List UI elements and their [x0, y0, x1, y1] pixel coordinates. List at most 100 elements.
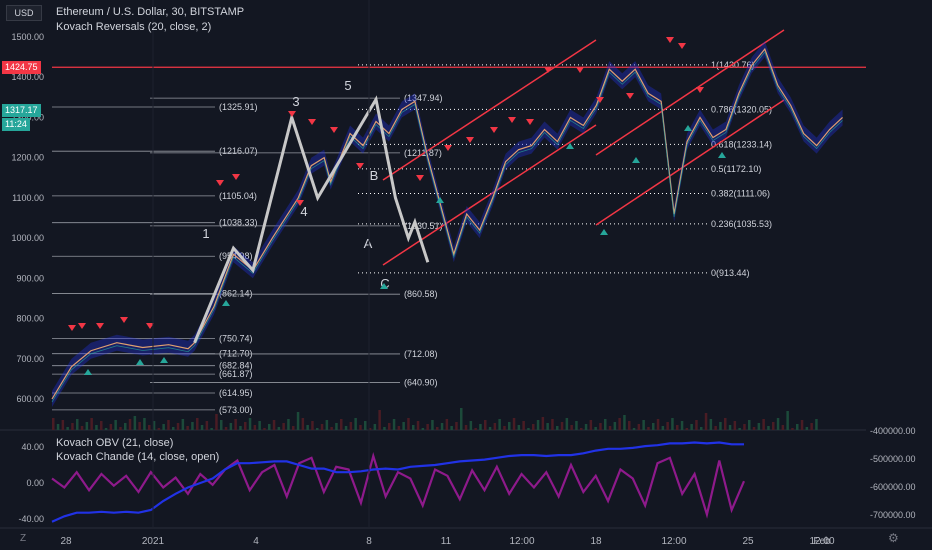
- y-tick-label-7: 800.00: [16, 314, 44, 324]
- volume-bar-149: [767, 426, 770, 430]
- volume-bar-42: [253, 425, 257, 430]
- volume-bar-25: [172, 427, 175, 430]
- volume-bar-97: [517, 425, 521, 430]
- x-tick-label-4: 11: [441, 536, 452, 547]
- volume-bar-144: [743, 424, 746, 430]
- volume-bar-121: [632, 428, 636, 430]
- volume-bar-112: [589, 420, 593, 430]
- currency-badge[interactable]: USD: [6, 5, 42, 21]
- reversal-down-13: [444, 145, 452, 151]
- volume-bar-135: [700, 427, 703, 430]
- timezone-icon[interactable]: Z: [20, 533, 27, 544]
- volume-bar-98: [522, 421, 525, 430]
- reversal-up-9: [684, 125, 692, 131]
- volume-bar-64: [359, 425, 362, 430]
- volume-bar-146: [752, 427, 756, 430]
- y-tick-label-6: 900.00: [16, 273, 44, 283]
- volume-bar-102: [541, 417, 545, 430]
- x-tick-label-6: 18: [590, 536, 602, 547]
- volume-bar-132: [685, 428, 689, 430]
- volume-bar-122: [637, 424, 641, 430]
- fib-label-4: 0.382(1111.06): [711, 188, 770, 198]
- volume-bar-111: [584, 424, 588, 430]
- volume-bar-73: [402, 422, 405, 430]
- volume-bar-20: [148, 425, 151, 430]
- reversal-up-3: [222, 300, 230, 306]
- volume-bar-57: [325, 420, 329, 430]
- volume-bar-157: [805, 427, 809, 430]
- reversal-up-2: [160, 357, 168, 363]
- fib-label-1: 0.786(1320.05): [711, 104, 772, 114]
- x-tick-label-8: 25: [742, 536, 754, 547]
- level-label-0: (1347.94): [404, 93, 443, 103]
- reversal-up-6: [566, 143, 574, 149]
- level-label-16: (614.95): [219, 388, 253, 398]
- volume-bar-26: [176, 423, 180, 430]
- channel-line-2: [595, 99, 785, 226]
- wave-label-5: A: [364, 236, 373, 251]
- volume-bar-2: [61, 420, 65, 430]
- volume-bar-33: [210, 428, 213, 430]
- y-tick-label-3: 1200.00: [11, 153, 44, 163]
- reversal-up-5: [436, 197, 444, 203]
- volume-bar-48: [282, 423, 285, 430]
- reversal-down-21: [626, 93, 634, 99]
- volume-bar-147: [757, 423, 761, 430]
- volume-bar-91: [488, 427, 492, 430]
- sub-right-tick-2: -600000.00: [870, 482, 916, 492]
- y-tick-label-2: 1300.00: [11, 112, 44, 122]
- price-band: [52, 41, 843, 408]
- x-tick-label-1: 2021: [142, 536, 165, 547]
- reversal-up-1: [136, 359, 144, 365]
- fib-label-5: 0.236(1035.53): [711, 219, 772, 229]
- volume-bar-55: [316, 428, 319, 430]
- volume-bar-1: [56, 424, 60, 430]
- volume-bar-139: [719, 422, 722, 430]
- reversal-down-12: [416, 175, 424, 181]
- reversal-down-5: [216, 180, 224, 186]
- volume-bar-76: [416, 421, 420, 430]
- volume-bar-117: [613, 422, 617, 430]
- volume-bar-143: [738, 428, 741, 430]
- reversal-down-10: [330, 127, 338, 133]
- volume-bar-9: [95, 425, 98, 430]
- volume-bar-131: [680, 421, 684, 430]
- volume-bar-86: [464, 425, 468, 430]
- volume-bar-43: [258, 421, 261, 430]
- volume-bar-16: [128, 419, 132, 430]
- volume-bar-80: [436, 427, 439, 430]
- x-tick-label-0: 28: [60, 536, 72, 547]
- reversal-down-19: [576, 67, 584, 73]
- volume-bar-136: [704, 413, 708, 430]
- chande-line: [51, 451, 746, 519]
- volume-bar-11: [104, 428, 108, 430]
- volume-bar-59: [335, 423, 338, 430]
- right-axis-bg: [866, 0, 932, 550]
- level-label-6: (1030.51): [404, 221, 443, 231]
- volume-bar-19: [143, 418, 146, 430]
- volume-bar-106: [560, 422, 564, 430]
- reversal-down-3: [120, 317, 128, 323]
- volume-bar-21: [152, 421, 156, 430]
- volume-bar-60: [340, 419, 343, 430]
- reversal-down-16: [508, 117, 516, 123]
- sub-right-tick-3: -700000.00: [870, 510, 916, 520]
- volume-bar-128: [666, 422, 669, 430]
- x-tick-label-10: Feb: [813, 536, 831, 547]
- volume-bar-44: [263, 428, 266, 430]
- volume-bar-156: [800, 420, 804, 430]
- volume-bar-142: [733, 421, 737, 430]
- sub-right-tick-0: -400000.00: [870, 426, 916, 436]
- volume-bar-65: [364, 421, 367, 430]
- y-tick-label-0: 1500.00: [11, 32, 44, 42]
- volume-bar-56: [320, 424, 324, 430]
- countdown-label: 11:24: [2, 118, 30, 131]
- volume-bar-40: [244, 422, 247, 430]
- settings-icon[interactable]: ⚙: [888, 531, 899, 545]
- price-line-secondary: [51, 51, 843, 403]
- volume-bar-62: [349, 422, 353, 430]
- y-tick-label-8: 700.00: [16, 354, 44, 364]
- volume-bar-53: [306, 425, 309, 430]
